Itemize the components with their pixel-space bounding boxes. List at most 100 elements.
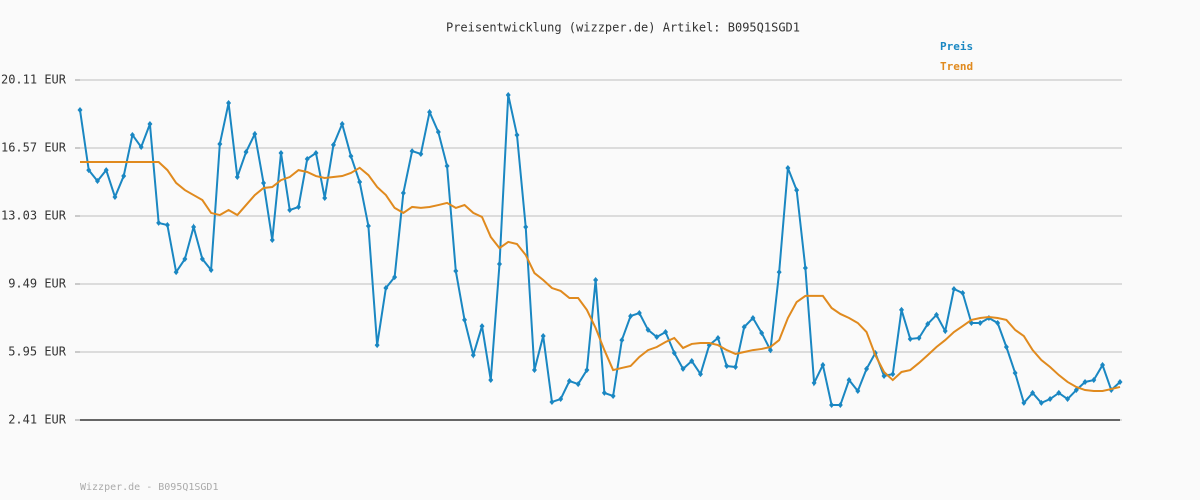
point-marker	[610, 392, 616, 399]
point-marker	[767, 347, 773, 354]
point-marker	[1038, 399, 1044, 406]
point-marker	[1082, 378, 1088, 385]
point-marker	[1003, 344, 1009, 351]
point-marker	[811, 379, 817, 386]
point-marker	[505, 91, 511, 98]
point-marker	[1100, 362, 1106, 369]
legend-label: Preis	[940, 40, 973, 53]
point-marker	[925, 320, 931, 327]
point-marker	[121, 173, 127, 180]
point-marker	[444, 163, 450, 170]
point-marker	[584, 367, 590, 374]
point-marker	[916, 334, 922, 341]
point-marker	[759, 329, 765, 336]
chart-title: Preisentwicklung (wizzper.de) Artikel: B…	[446, 21, 800, 35]
point-marker	[86, 167, 92, 174]
point-marker	[208, 266, 214, 273]
point-marker	[907, 335, 913, 342]
point-marker	[479, 323, 485, 330]
point-marker	[365, 222, 371, 229]
point-marker	[383, 285, 389, 292]
point-marker	[470, 352, 476, 359]
point-marker	[94, 178, 100, 185]
y-tick-label: 5.95 EUR	[8, 345, 67, 359]
point-marker	[496, 261, 502, 268]
point-marker	[252, 130, 258, 137]
point-marker	[199, 256, 205, 263]
point-marker	[601, 389, 607, 396]
y-tick-label: 9.49 EUR	[8, 277, 67, 291]
footer: Wizzper.de - B095Q1SGD1	[80, 482, 218, 493]
point-marker	[1117, 378, 1123, 385]
point-marker	[724, 363, 730, 370]
point-marker	[960, 290, 966, 297]
point-marker	[261, 179, 267, 186]
point-marker	[269, 237, 275, 244]
point-marker	[1012, 369, 1018, 376]
point-marker	[837, 402, 843, 409]
point-marker	[374, 342, 380, 349]
point-marker	[732, 363, 738, 370]
point-marker	[820, 362, 826, 369]
point-marker	[942, 328, 948, 335]
point-marker	[829, 402, 835, 409]
point-marker	[348, 153, 354, 160]
point-marker	[645, 326, 651, 333]
point-marker	[147, 120, 153, 127]
y-tick-label: 20.11 EUR	[1, 73, 67, 87]
point-marker	[636, 310, 642, 317]
point-marker	[680, 365, 686, 372]
point-marker	[313, 149, 319, 156]
point-marker	[566, 378, 572, 385]
point-marker	[400, 189, 406, 196]
point-marker	[802, 265, 808, 272]
y-tick-label: 13.03 EUR	[1, 209, 67, 223]
point-marker	[226, 100, 232, 107]
point-marker	[899, 306, 905, 313]
point-marker	[663, 329, 669, 336]
point-marker	[304, 155, 310, 162]
point-marker	[864, 365, 870, 372]
point-marker	[715, 334, 721, 341]
point-marker	[977, 319, 983, 326]
point-marker	[129, 131, 135, 138]
point-marker	[776, 269, 782, 276]
point-marker	[689, 358, 695, 365]
point-marker	[741, 324, 747, 331]
point-marker	[995, 319, 1001, 326]
point-marker	[182, 256, 188, 263]
point-marker	[933, 311, 939, 318]
point-marker	[1030, 389, 1036, 396]
y-tick-label: 16.57 EUR	[1, 141, 67, 155]
point-marker	[409, 148, 415, 155]
point-marker	[575, 381, 581, 388]
point-marker	[453, 267, 459, 274]
point-marker	[794, 187, 800, 194]
point-marker	[287, 207, 293, 214]
point-marker	[785, 164, 791, 171]
point-marker	[392, 274, 398, 281]
point-marker	[217, 140, 223, 147]
point-marker	[77, 106, 83, 113]
point-marker	[593, 276, 599, 283]
point-marker	[549, 398, 555, 405]
point-marker	[339, 120, 345, 127]
point-marker	[619, 337, 625, 344]
point-marker	[322, 194, 328, 201]
point-marker	[243, 149, 249, 156]
point-marker	[1065, 396, 1071, 403]
point-marker	[628, 313, 634, 320]
point-marker	[173, 269, 179, 276]
legend-label: Trend	[940, 60, 973, 73]
point-marker	[330, 141, 336, 148]
point-marker	[234, 174, 240, 181]
point-marker	[488, 377, 494, 384]
point-marker	[1021, 399, 1027, 406]
point-marker	[1073, 387, 1079, 394]
point-marker	[138, 144, 144, 151]
point-marker	[112, 193, 118, 200]
point-marker	[855, 387, 861, 394]
